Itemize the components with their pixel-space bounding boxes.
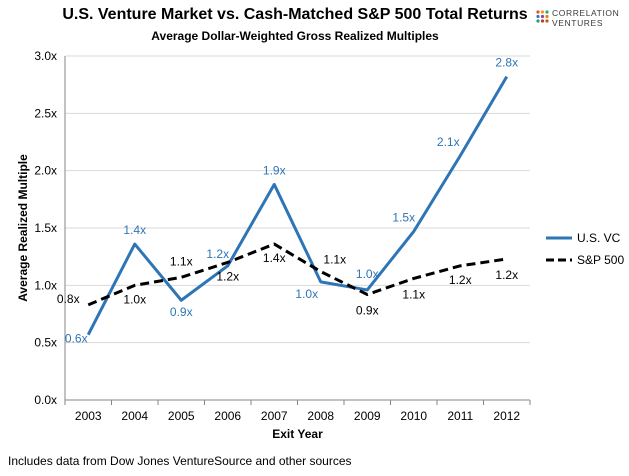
x-tick-label: 2004: [121, 409, 148, 423]
us-vc-data-label: 0.9x: [170, 305, 193, 319]
y-tick-label: 1.5x: [34, 221, 57, 235]
logo-line-1: Correlation: [552, 8, 620, 18]
us-vc-data-label: 1.0x: [356, 267, 379, 281]
x-tick-label: 2009: [354, 409, 381, 423]
x-tick-label: 2010: [400, 409, 427, 423]
x-tick-label: 2012: [493, 409, 520, 423]
series-line-sp500: [87, 242, 507, 307]
us-vc-data-label: 0.6x: [65, 332, 88, 346]
series-line-us-vc: [86, 75, 509, 336]
sp500-data-label: 0.9x: [356, 304, 379, 318]
sp500-data-label: 1.4x: [263, 251, 286, 265]
y-tick-label: 2.5x: [34, 106, 57, 120]
us-vc-data-label: 2.8x: [495, 56, 518, 70]
us-vc-data-label: 1.2x: [206, 247, 229, 261]
chart-title: U.S. Venture Market vs. Cash-Matched S&P…: [62, 6, 528, 23]
logo-icon: [536, 10, 549, 23]
footnote: Includes data from Dow Jones VentureSour…: [8, 454, 352, 468]
us-vc-data-label: 1.9x: [263, 163, 286, 177]
logo-dot: [536, 10, 540, 14]
logo-dot: [545, 19, 549, 23]
logo-line-2: Ventures: [552, 18, 604, 28]
sp500-data-label: 1.1x: [170, 254, 193, 268]
x-axis-title: Exit Year: [272, 427, 323, 441]
y-tick-label: 0.5x: [34, 336, 57, 350]
logo-dot: [540, 14, 545, 19]
legend-label: U.S. VC: [577, 231, 621, 245]
logo-dot: [536, 14, 540, 19]
us-vc-data-label: 2.1x: [437, 135, 460, 149]
x-tick-label: 2007: [261, 409, 288, 423]
y-tick-label: 0.0x: [34, 393, 57, 407]
chart-subtitle: Average Dollar-Weighted Gross Realized M…: [151, 29, 439, 43]
sp500-data-label: 1.2x: [449, 273, 472, 287]
logo-dot: [536, 19, 540, 23]
sp500-data-label: 1.1x: [402, 287, 425, 301]
sp500-data-label: 1.0x: [123, 292, 146, 306]
logo-dot: [545, 10, 549, 14]
logo-dot: [540, 19, 545, 23]
x-tick-label: 2011: [447, 409, 473, 423]
us-vc-data-label: 1.4x: [123, 223, 146, 237]
x-tick-label: 2005: [168, 409, 195, 423]
sp500-data-label: 1.1x: [323, 253, 346, 267]
sp500-data-label: 1.2x: [495, 268, 518, 282]
x-tick-label: 2008: [307, 409, 334, 423]
x-tick-label: 2003: [75, 409, 102, 423]
y-tick-label: 3.0x: [34, 49, 57, 63]
sp500-data-label: 0.8x: [57, 292, 80, 306]
logo-dot: [540, 10, 545, 14]
line-chart: 0.0x 0.5x 1.0x 1.5x 2.0x 2.5x 3.0x 2003 2004 2005…: [16, 49, 624, 441]
sp500-data-label: 1.2x: [216, 269, 239, 283]
logo-dot: [545, 14, 549, 19]
us-vc-data-label: 1.5x: [392, 210, 415, 224]
us-vc-data-label: 1.0x: [295, 287, 318, 301]
y-tick-label: 2.0x: [34, 164, 57, 178]
x-tick-label: 2006: [214, 409, 241, 423]
logo-text: Correlation Ventures: [552, 8, 619, 28]
legend-label: S&P 500: [577, 253, 624, 267]
y-tick-label: 1.0x: [34, 278, 57, 292]
y-axis-title: Average Realized Multiple: [16, 154, 30, 302]
